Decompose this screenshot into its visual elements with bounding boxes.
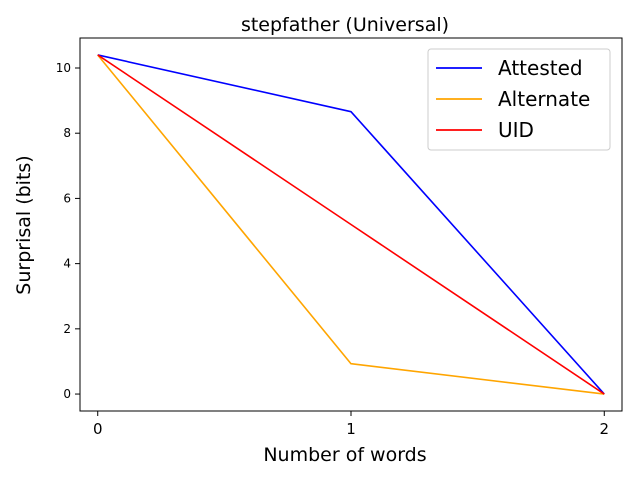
y-tick-label: 2 <box>63 322 71 336</box>
series-line-attested <box>97 54 605 395</box>
legend-label-uid: UID <box>498 118 534 142</box>
series-line-uid <box>97 54 605 395</box>
x-tick-label: 1 <box>346 420 356 438</box>
y-tick-label: 6 <box>63 191 71 205</box>
y-tick-label: 8 <box>63 126 71 140</box>
y-tick-label: 4 <box>63 257 71 271</box>
x-axis-label: Number of words <box>263 444 426 466</box>
y-axis: 0 2 4 6 8 10 <box>56 61 80 401</box>
legend: Attested Alternate UID <box>427 48 611 151</box>
series-line-alternate <box>97 54 605 395</box>
series-layer <box>97 54 605 395</box>
x-tick-label: 0 <box>93 420 103 438</box>
x-tick-label: 2 <box>599 420 609 438</box>
legend-box <box>427 48 611 151</box>
x-axis: 0 1 2 <box>93 411 609 438</box>
y-tick-label: 0 <box>63 387 71 401</box>
y-axis-label: Surprisal (bits) <box>13 155 35 294</box>
legend-label-alternate: Alternate <box>498 87 590 111</box>
y-tick-label: 10 <box>56 61 71 75</box>
legend-label-attested: Attested <box>498 56 583 80</box>
chart-title: stepfather (Universal) <box>241 14 449 36</box>
